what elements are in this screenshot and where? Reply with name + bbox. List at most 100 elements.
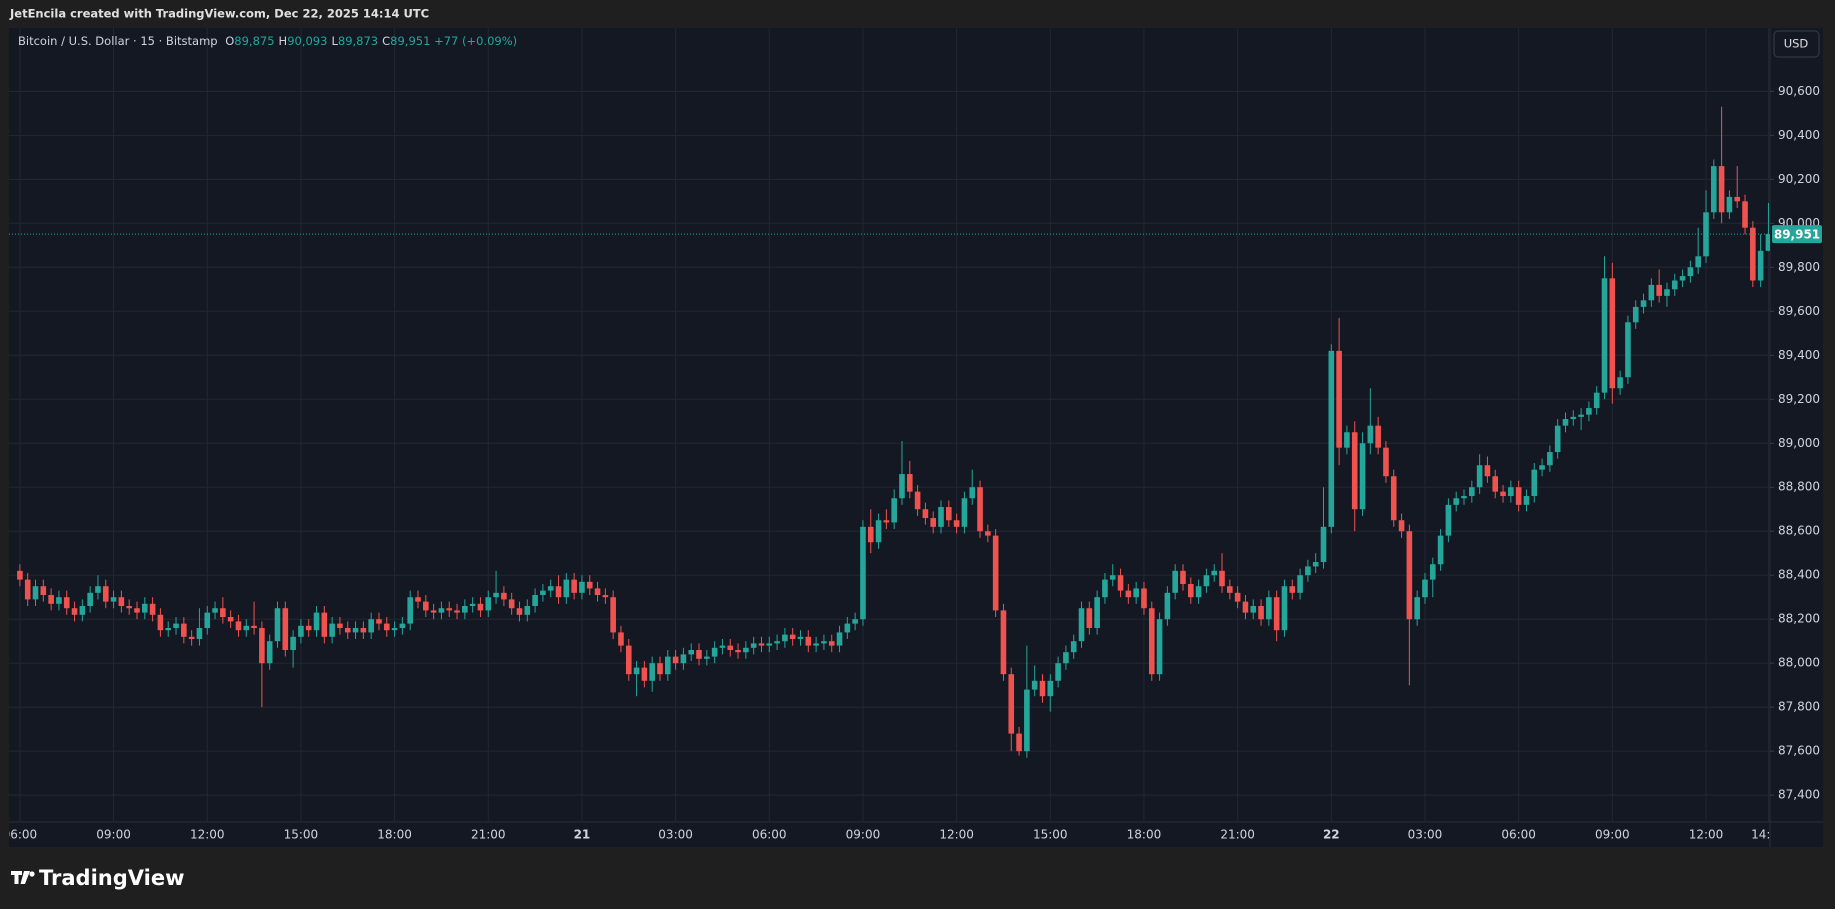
x-tick-label: 09:00 xyxy=(96,828,131,842)
candle-body xyxy=(610,597,616,633)
candle-body xyxy=(1297,575,1303,593)
ohlc-value: 89,875 xyxy=(234,34,275,48)
y-tick-label: 87,600 xyxy=(1778,744,1820,758)
candle-body xyxy=(727,645,734,651)
candle-body xyxy=(1031,680,1038,690)
candle-body xyxy=(1617,377,1623,389)
candle-body xyxy=(719,645,726,648)
candle-body xyxy=(633,667,640,675)
ohlc-value: 90,093 xyxy=(287,34,328,48)
candle-body xyxy=(1195,586,1202,598)
currency-button[interactable] xyxy=(1773,30,1820,58)
candle-body xyxy=(1593,392,1600,409)
candle-body xyxy=(1250,606,1257,613)
candle-body xyxy=(165,628,172,631)
candle-body xyxy=(969,487,976,499)
candle-body xyxy=(516,608,523,615)
candle-body xyxy=(1172,570,1178,593)
candle-body xyxy=(71,608,78,615)
x-tick-label: 15:00 xyxy=(1033,828,1068,842)
candle-body xyxy=(1094,597,1100,629)
candle-body xyxy=(1554,425,1561,453)
candle-body xyxy=(1328,350,1335,527)
candle-body xyxy=(259,628,265,664)
candle-body xyxy=(1469,487,1475,497)
candle-body xyxy=(1476,465,1483,488)
candle-body xyxy=(586,581,593,589)
candle-body xyxy=(141,603,148,613)
candle-body xyxy=(1375,425,1381,448)
candle-body xyxy=(1742,201,1748,228)
candle-body xyxy=(930,518,937,527)
candle-body xyxy=(1695,256,1701,268)
candle-body xyxy=(743,647,749,653)
x-tick-label: 06:00 xyxy=(1501,828,1536,842)
ohlc-key: O xyxy=(225,34,235,48)
candle-body xyxy=(797,636,804,640)
candle-body xyxy=(1086,608,1093,629)
candle-body xyxy=(579,581,585,593)
candle-body xyxy=(1437,535,1444,565)
candle-body xyxy=(688,650,695,655)
symbol: Bitcoin / U.S. Dollar · 15 · Bitstamp xyxy=(18,34,218,48)
candle-body xyxy=(227,617,234,622)
candle-body xyxy=(1406,531,1413,620)
x-tick-label: 14:00 xyxy=(1751,828,1786,842)
candle-body xyxy=(1539,465,1545,470)
currency-label[interactable]: USD xyxy=(1784,37,1809,51)
candle-body xyxy=(24,579,31,600)
y-tick-label: 89,200 xyxy=(1778,392,1820,406)
candle-body xyxy=(571,579,577,593)
candle-body xyxy=(852,619,858,624)
candle-body xyxy=(1429,564,1436,580)
candle-body xyxy=(1234,592,1241,602)
candle-body xyxy=(821,641,827,644)
candle-body xyxy=(407,597,413,624)
candle-body xyxy=(860,526,866,620)
x-tick-label: 21:00 xyxy=(1220,828,1255,842)
candle-body xyxy=(173,623,179,629)
candle-body xyxy=(914,491,921,510)
candle-body xyxy=(446,608,453,611)
candle-body xyxy=(680,654,687,664)
x-tick-label: 18:00 xyxy=(377,828,412,842)
ohlc-key: C xyxy=(382,34,391,48)
candle-body xyxy=(344,628,351,633)
ohlc-key: H xyxy=(278,34,288,48)
candle-body xyxy=(1117,575,1124,591)
candle-body xyxy=(438,608,445,613)
candle-body xyxy=(337,623,343,629)
candle-body xyxy=(594,588,601,596)
y-tick-label: 88,200 xyxy=(1778,612,1820,626)
candle-body xyxy=(493,592,499,598)
candle-body xyxy=(87,592,93,607)
candle-body xyxy=(524,606,531,615)
candle-body xyxy=(298,625,304,637)
candle-body xyxy=(1508,487,1514,497)
candle-body xyxy=(1586,408,1592,415)
candle-body xyxy=(1351,432,1358,510)
candle-body xyxy=(1047,680,1054,697)
candle-body xyxy=(1164,592,1171,620)
candle-body xyxy=(1078,608,1085,642)
candle-body xyxy=(540,590,546,596)
candle-body xyxy=(243,625,250,631)
candle-body xyxy=(563,579,570,598)
candle-body xyxy=(547,586,554,591)
candle-body xyxy=(1219,570,1225,587)
candle-body xyxy=(1671,280,1678,290)
candle-body xyxy=(290,636,296,651)
candle-body xyxy=(867,526,874,543)
candle-body xyxy=(110,597,117,602)
candle-body xyxy=(1648,284,1655,301)
candle-body xyxy=(102,586,109,602)
x-tick-label: 09:00 xyxy=(1595,828,1630,842)
candle-body xyxy=(883,520,890,523)
candle-body xyxy=(48,595,54,604)
candle-body xyxy=(399,623,406,629)
candle-body xyxy=(274,608,281,642)
candle-body xyxy=(1336,350,1342,448)
candle-body xyxy=(1765,234,1770,251)
candle-body xyxy=(805,636,812,646)
